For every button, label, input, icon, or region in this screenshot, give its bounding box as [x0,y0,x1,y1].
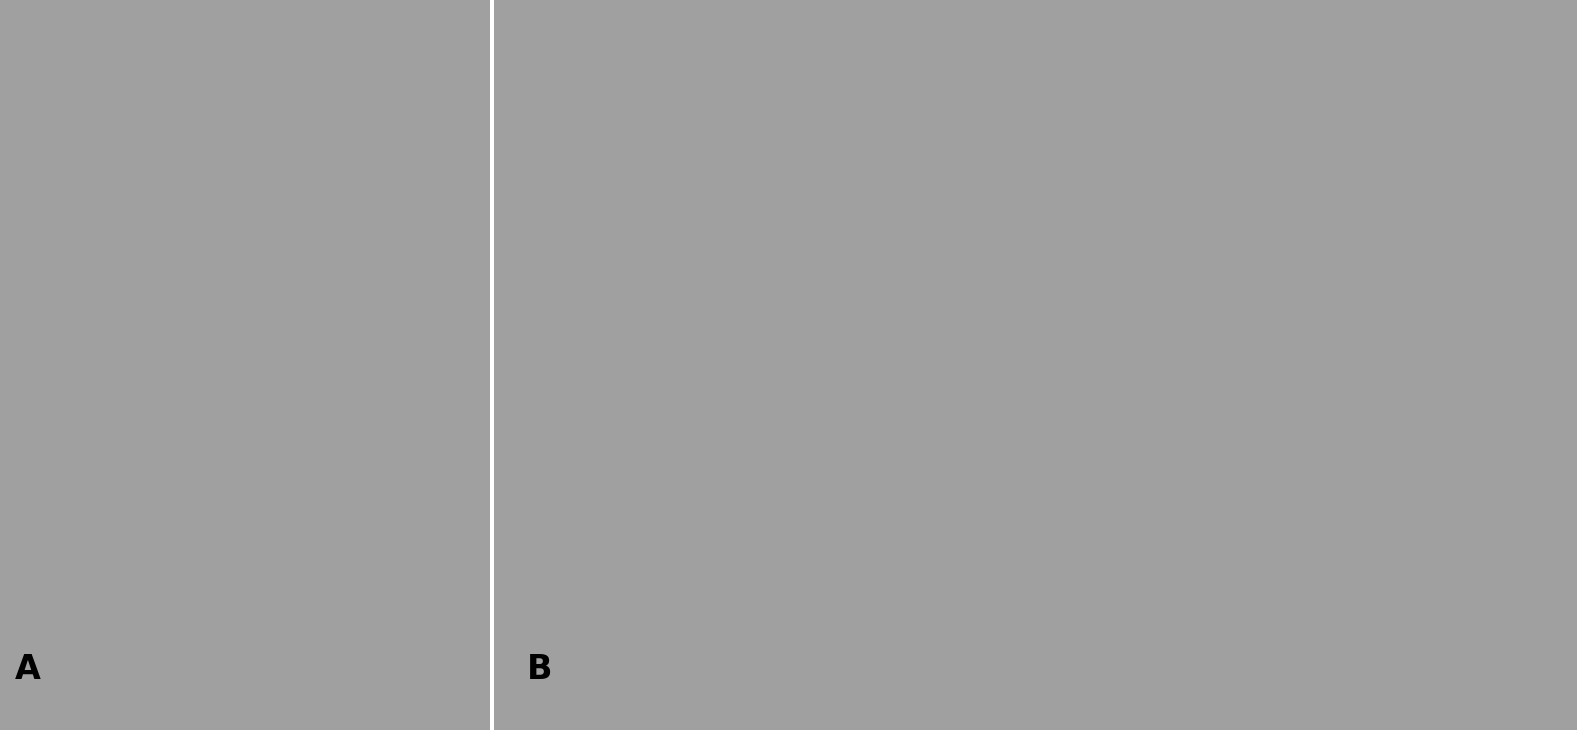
Text: A: A [14,653,41,686]
Text: B: B [527,653,552,686]
